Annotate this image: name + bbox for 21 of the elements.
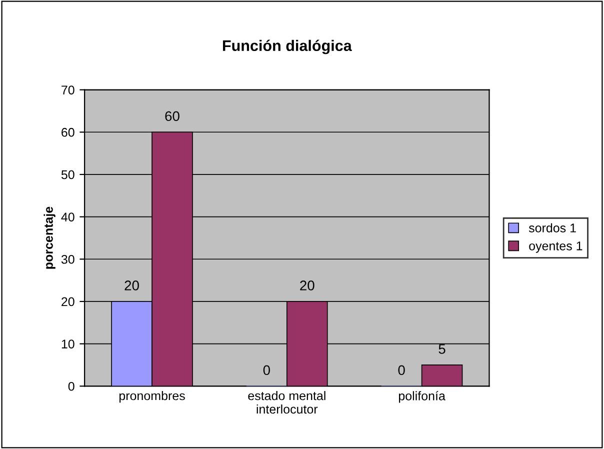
data-label: 0 <box>263 365 270 376</box>
data-label: 0 <box>398 365 405 376</box>
data-label: 20 <box>124 280 139 290</box>
x-tick-label: polifonía <box>398 391 446 403</box>
data-label: 5 <box>438 344 446 354</box>
y-tick-label: 0 <box>68 382 74 391</box>
y-axis-title: porcentaje <box>44 206 56 269</box>
y-tick-label: 20 <box>62 297 74 306</box>
y-tick-label: 30 <box>61 254 74 264</box>
y-tick-label: 40 <box>61 212 74 222</box>
y-tick-label: 50 <box>61 170 74 180</box>
data-label: 60 <box>165 111 180 122</box>
x-tick-label: pronombres <box>119 391 185 403</box>
y-tick-label: 10 <box>62 340 74 348</box>
x-tick-label: estado mental interlocutor <box>248 391 326 414</box>
chart-title: Función dialógica <box>222 40 352 54</box>
y-tick-label: 70 <box>62 86 74 94</box>
legend-label: sordos 1 <box>528 223 576 232</box>
y-tick-label: 60 <box>62 128 74 137</box>
data-label: 20 <box>300 280 314 290</box>
legend-label: oyentes 1 <box>529 242 582 253</box>
